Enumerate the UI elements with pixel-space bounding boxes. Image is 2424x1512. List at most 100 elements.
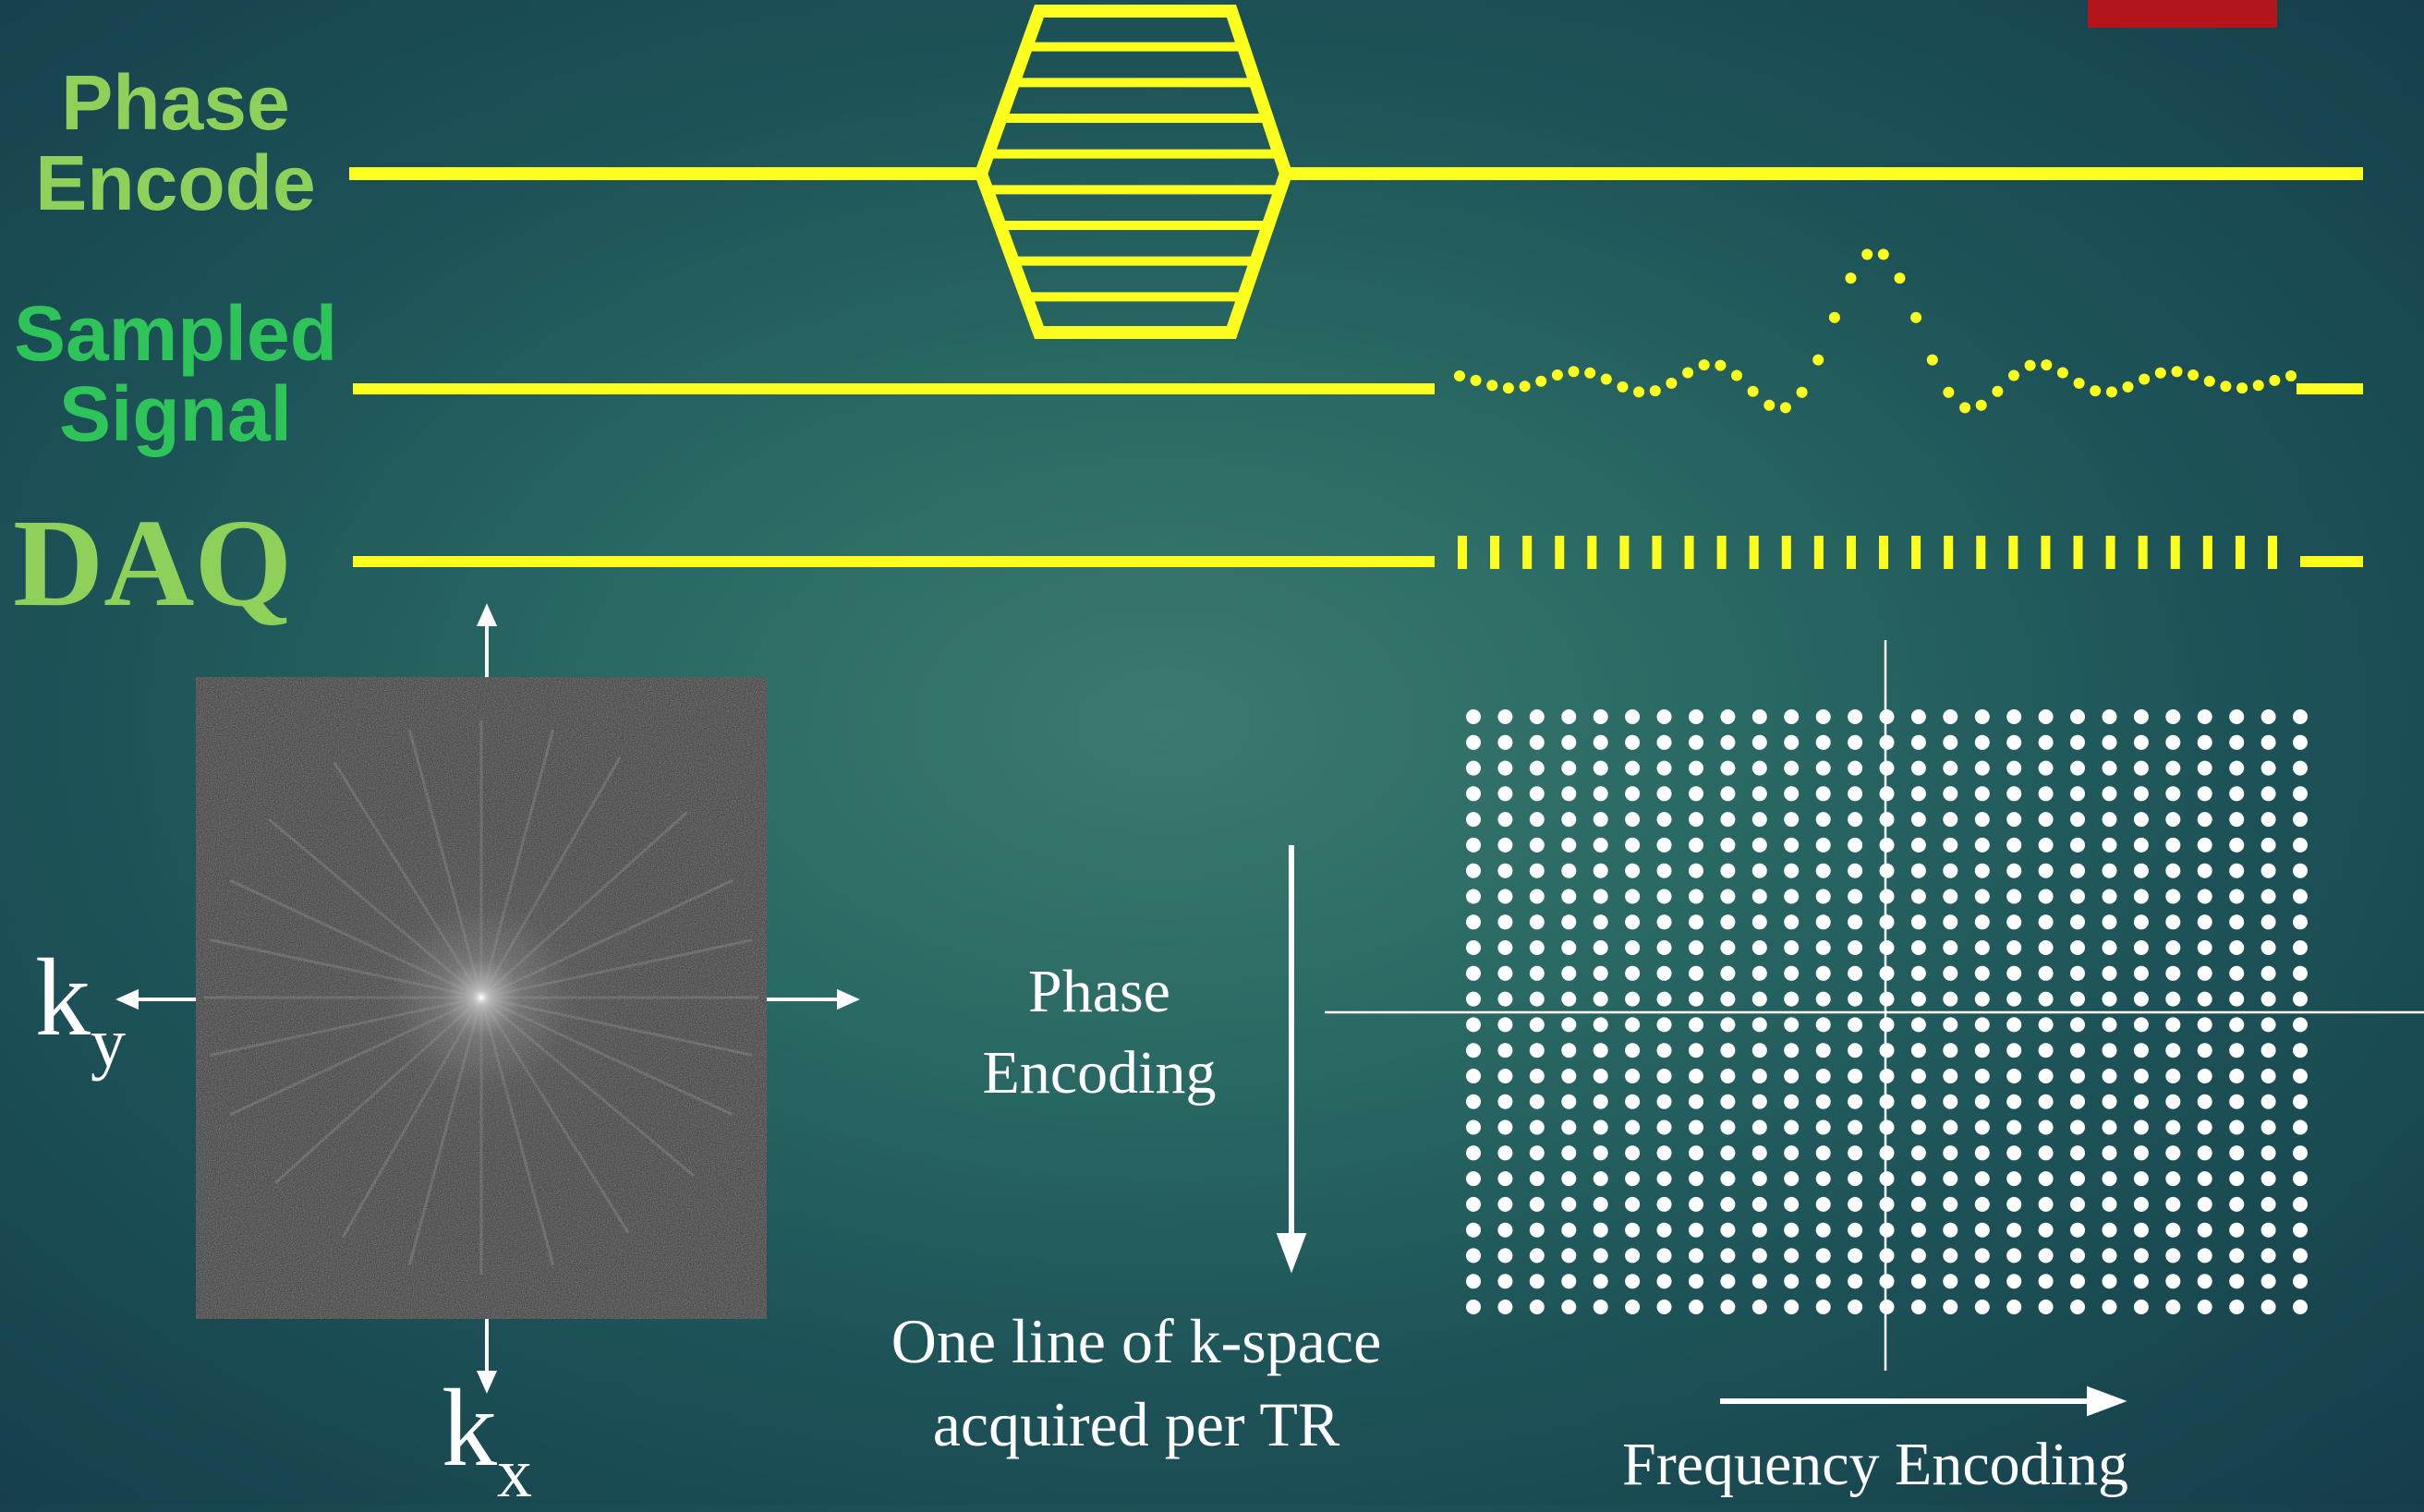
kspace-sample-point [1974,1043,1990,1058]
kspace-sample-point [2229,914,2245,930]
kspace-sample-point [2165,760,2181,776]
kspace-sample-point [2293,1119,2308,1135]
kspace-sample-point [1689,1017,1703,1033]
kspace-sample-point [1974,1222,1990,1238]
kspace-sample-point [1815,991,1831,1007]
kspace-sample-point [1593,1248,1608,1264]
kspace-sample-point [2133,786,2149,802]
kspace-sample-point [1720,1069,1736,1083]
kspace-sample-point [2260,1094,2276,1109]
kspace-sample-point [1689,1171,1703,1187]
kspace-sample-point [2102,1222,2117,1238]
kspace-sample-point [1815,889,1831,904]
kspace-sample-point [2006,1274,2022,1289]
signal-sample-dot [1551,369,1563,381]
kspace-sample-point [2133,1171,2149,1187]
kspace-sample-point [1974,914,1990,930]
kspace-sample-point [2229,786,2245,802]
kspace-sample-point [2006,1043,2022,1058]
kspace-sample-point [2165,1145,2181,1161]
kspace-sample-point [2102,940,2117,955]
kspace-sample-point [1689,889,1703,904]
sampled-signal-dots [1454,248,2297,414]
kspace-sample-point [1784,760,1800,776]
kspace-sample-point [2165,734,2181,750]
kspace-sample-point [2197,786,2212,802]
ky-subscript: y [91,1004,126,1083]
kspace-sample-point [1497,786,1513,802]
kspace-sample-point [1879,709,1895,724]
signal-sample-dot [1992,385,2004,397]
kspace-sample-point [2070,940,2085,955]
kspace-sample-point [1815,1145,1831,1161]
kspace-sample-point [2197,1094,2212,1109]
signal-sample-dot [2285,370,2297,381]
signal-sample-dot [1796,386,1808,398]
signal-sample-dot [1763,399,1776,411]
kspace-sample-point [1689,1196,1703,1212]
kspace-sample-point [2102,760,2117,776]
kspace-sample-point [2133,940,2149,955]
kspace-sample-point [2197,1069,2212,1083]
kspace-sample-point [1561,1196,1577,1212]
kspace-sample-point [1848,965,1863,981]
kspace-sample-point [2165,1274,2181,1289]
kspace-sample-point [1497,1248,1513,1264]
kspace-sample-point [1689,812,1703,828]
kspace-sample-point [1720,1274,1736,1289]
kspace-sample-point [2165,1248,2181,1264]
kspace-sample-point [2229,863,2245,878]
kspace-sample-point [1910,1274,1926,1289]
kspace-sample-point [2197,709,2212,724]
kspace-sample-point [1974,991,1990,1007]
kspace-sample-point [1974,889,1990,904]
signal-sample-dot [1502,382,1514,394]
kspace-sample-point [1466,1300,1481,1314]
kspace-sample-point [2293,1094,2308,1109]
kspace-sample-point [1943,1094,1958,1109]
kspace-sample-point [2260,734,2276,750]
phase-encode-steps [987,42,1281,302]
kspace-sample-point [2293,760,2308,776]
kspace-grid-axes [1325,640,2424,1371]
kspace-sample-point [2165,1171,2181,1187]
kspace-sample-point [2260,965,2276,981]
kspace-sample-point [2038,837,2054,853]
kspace-sample-point [2006,991,2022,1007]
kspace-sample-point [2229,1300,2245,1314]
kspace-sample-point [1529,1119,1545,1135]
kspace-sample-point [1815,965,1831,981]
kspace-sample-point [1656,837,1672,853]
kspace-sample-point [1879,1145,1895,1161]
kspace-sample-point [1974,965,1990,981]
kspace-sample-point [2006,863,2022,878]
kspace-sample-point [2038,889,2054,904]
kspace-sample-point [1656,914,1672,930]
kspace-sample-point [2070,1119,2085,1135]
phase-encoding-label: Phase Encoding [982,958,1217,1107]
kspace-sample-point [2229,889,2245,904]
kspace-sample-point [2102,709,2117,724]
kspace-sample-point [1784,1094,1800,1109]
kspace-sample-point [2038,863,2054,878]
kspace-sample-point [1848,1069,1863,1083]
kspace-sample-point [1720,1094,1736,1109]
signal-sample-dot [2090,385,2102,397]
signal-sample-dot [2220,381,2232,393]
kspace-sample-point [2133,889,2149,904]
signal-sample-dot [1486,380,1498,392]
signal-sample-dot [2188,369,2200,381]
kspace-sample-point [1879,734,1895,750]
kspace-sample-point [1593,991,1608,1007]
kspace-sample-point [2006,760,2022,776]
kspace-sample-point [1497,1017,1513,1033]
kspace-sample-point [1784,1171,1800,1187]
kspace-sample-point [1529,914,1545,930]
kspace-sample-point [1848,1171,1863,1187]
kspace-sample-point [1593,1069,1608,1083]
kspace-sample-point [2038,1094,2054,1109]
kspace-sample-point [2038,1119,2054,1135]
kspace-sample-point [1848,1222,1863,1238]
kspace-sample-point [2133,1069,2149,1083]
kspace-sample-point [1561,1274,1577,1289]
